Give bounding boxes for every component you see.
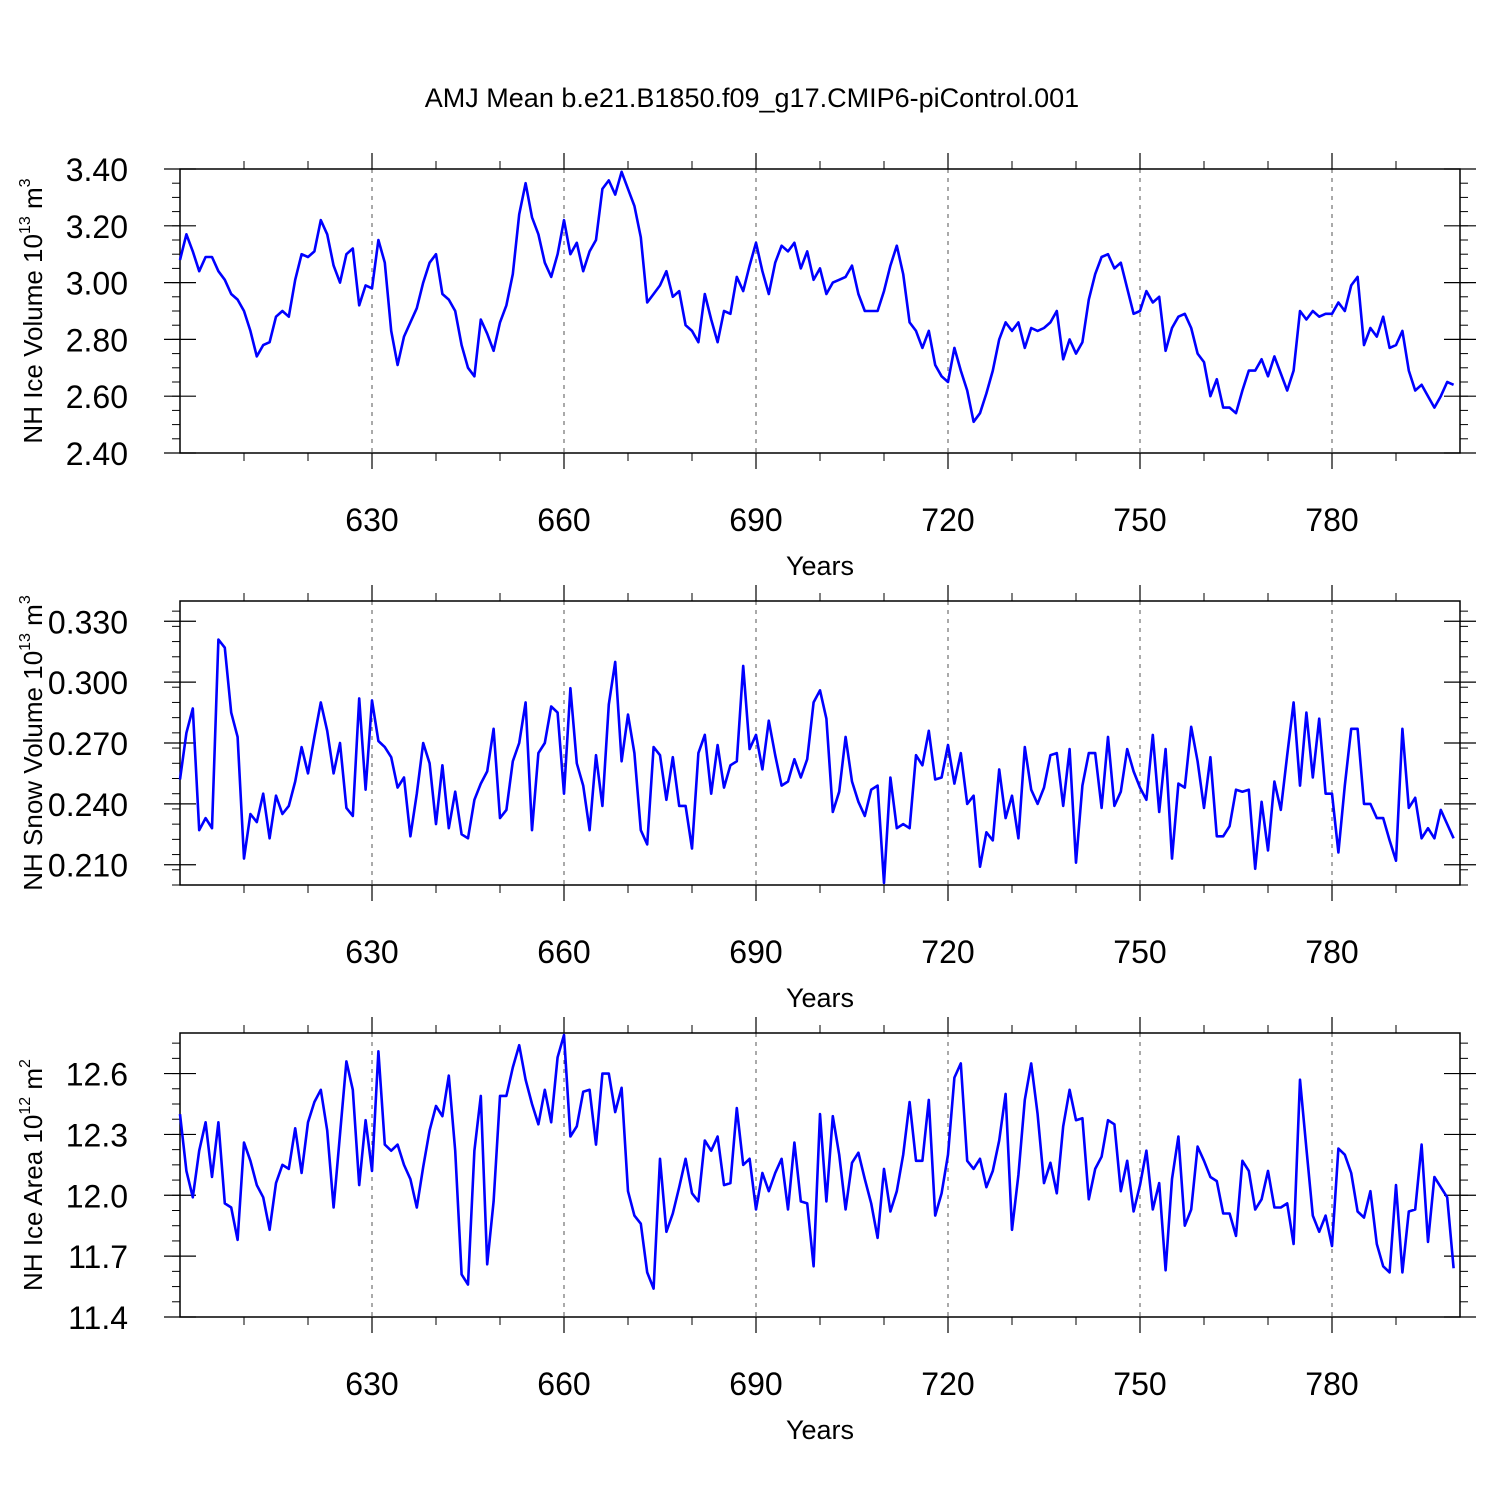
x-axis-title: Years bbox=[786, 983, 854, 1013]
x-axis-title: Years bbox=[786, 1415, 854, 1445]
y-tick-label: 0.330 bbox=[48, 604, 128, 640]
y-axis-title-text: NH Ice Area 10 bbox=[18, 1115, 48, 1291]
series-line bbox=[178, 170, 1455, 424]
y-tick-label: 0.270 bbox=[48, 726, 128, 762]
y-tick-label: 2.60 bbox=[66, 379, 128, 415]
x-tick-label: 720 bbox=[921, 934, 974, 970]
x-tick-label: 690 bbox=[729, 502, 782, 538]
x-tick-label: 720 bbox=[921, 1366, 974, 1402]
x-tick-label: 660 bbox=[537, 934, 590, 970]
y-axis-title-exponent: 13 bbox=[17, 216, 34, 234]
x-tick-label: 660 bbox=[537, 1366, 590, 1402]
figure-title: AMJ Mean b.e21.B1850.f09_g17.CMIP6-piCon… bbox=[425, 83, 1079, 113]
y-axis-title-unit-exponent: 2 bbox=[17, 1059, 34, 1068]
chart-panel-1: 630 660 690 720 750 780 2.40 2.60 2.80 3.00 3.20 3.… bbox=[17, 152, 1476, 581]
x-tick-label: 720 bbox=[921, 502, 974, 538]
y-tick-label: 12.0 bbox=[66, 1178, 128, 1214]
y-tick-label: 0.240 bbox=[48, 787, 128, 823]
plot-frame bbox=[179, 600, 1461, 886]
panels: 630 660 690 720 750 780 2.40 2.60 2.80 3.00 3.20 3.… bbox=[17, 152, 1476, 1445]
series-line bbox=[178, 638, 1455, 885]
plot-frame bbox=[179, 168, 1461, 454]
x-tick-label: 780 bbox=[1305, 1366, 1358, 1402]
x-tick-label: 780 bbox=[1305, 502, 1358, 538]
y-axis-title-unit: m bbox=[18, 604, 48, 633]
x-tick-label: 630 bbox=[345, 934, 398, 970]
y-axis-title-exponent: 12 bbox=[17, 1097, 34, 1115]
y-axis-title-exponent: 13 bbox=[17, 633, 34, 651]
x-tick-label: 630 bbox=[345, 502, 398, 538]
x-tick-label: 690 bbox=[729, 934, 782, 970]
x-tick-label: 690 bbox=[729, 1366, 782, 1402]
y-tick-label: 2.40 bbox=[66, 436, 128, 472]
y-axis-title-text: NH Ice Volume 10 bbox=[18, 234, 48, 444]
y-tick-label: 12.6 bbox=[66, 1057, 128, 1093]
y-tick-label: 11.4 bbox=[68, 1300, 128, 1336]
y-tick-label: 3.00 bbox=[66, 266, 128, 302]
x-tick-label: 750 bbox=[1113, 502, 1166, 538]
y-tick-label: 3.40 bbox=[66, 152, 128, 188]
y-axis-title: NH Ice Volume 1013 m3 bbox=[17, 178, 48, 443]
y-axis-title-text: NH Snow Volume 10 bbox=[18, 651, 48, 891]
plot-frame bbox=[179, 1032, 1461, 1318]
y-tick-label: 0.210 bbox=[48, 848, 128, 884]
x-tick-label: 660 bbox=[537, 502, 590, 538]
x-tick-label: 630 bbox=[345, 1366, 398, 1402]
x-tick-label: 750 bbox=[1113, 1366, 1166, 1402]
x-axis-title: Years bbox=[786, 551, 854, 581]
y-axis-title: NH Snow Volume 1013 m3 bbox=[17, 595, 48, 891]
chart-panel-2: 630 660 690 720 750 780 0.210 0.240 0.270 0.300 0.… bbox=[17, 585, 1476, 1013]
y-axis-title-unit-exponent: 3 bbox=[17, 595, 34, 604]
y-axis-title-unit: m bbox=[18, 187, 48, 216]
series-line bbox=[178, 1033, 1455, 1290]
y-tick-label: 3.20 bbox=[66, 209, 128, 245]
y-axis-title-unit: m bbox=[18, 1068, 48, 1097]
x-tick-label: 750 bbox=[1113, 934, 1166, 970]
y-tick-label: 12.3 bbox=[66, 1117, 128, 1153]
x-tick-label: 780 bbox=[1305, 934, 1358, 970]
y-axis-title-unit-exponent: 3 bbox=[17, 178, 34, 187]
y-tick-label: 0.300 bbox=[48, 665, 128, 701]
chart-panel-3: 630 660 690 720 750 780 11.4 11.7 12.0 12.3 12.6 Ye… bbox=[17, 1017, 1476, 1445]
y-axis-title: NH Ice Area 1012 m2 bbox=[17, 1059, 48, 1291]
y-tick-label: 2.80 bbox=[66, 322, 128, 358]
y-tick-label: 11.7 bbox=[68, 1239, 128, 1275]
